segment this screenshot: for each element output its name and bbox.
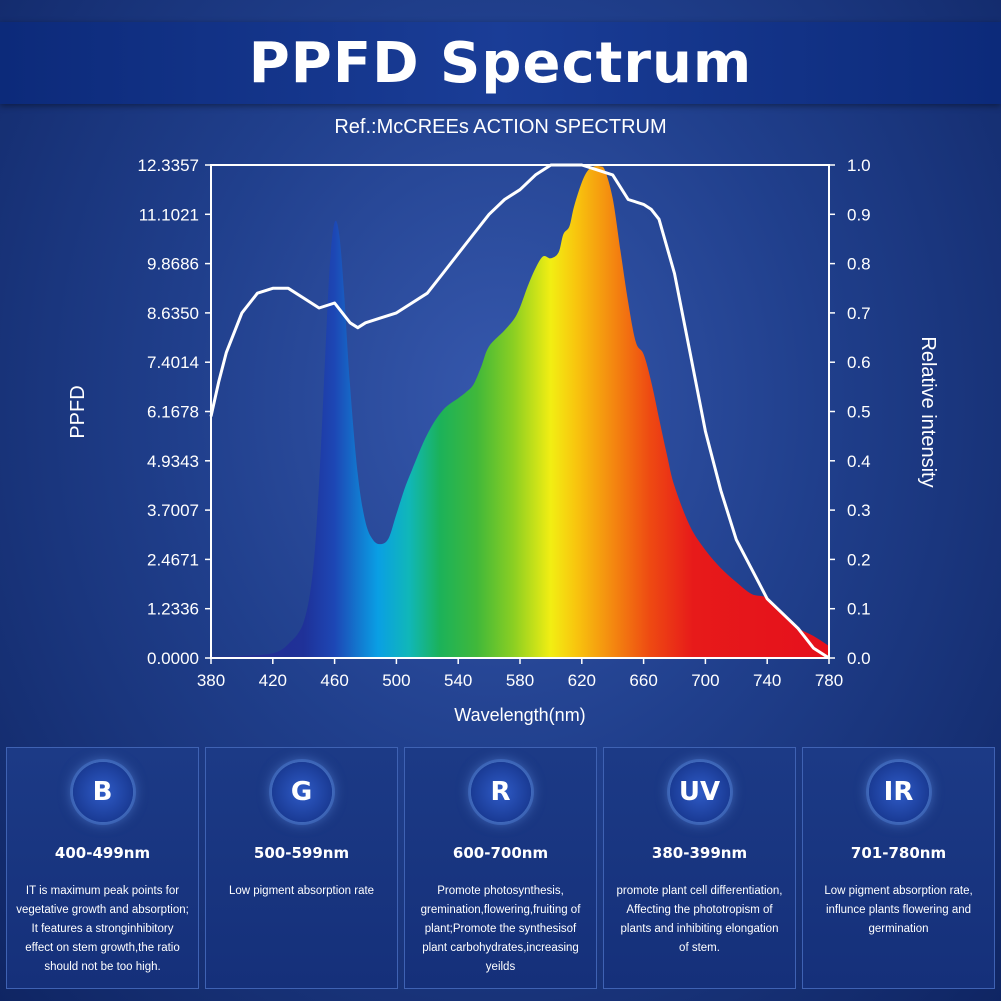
description-line: plant;Promote the synthesisof <box>424 923 577 935</box>
band-description: IT is maximum peak points for vegetative… <box>13 882 192 977</box>
y-tick-label: 1.2336 <box>147 600 199 619</box>
y-axis-ticks: 0.0000 1.2336 2.4671 3.7007 4.9343 6.1678 7.40… <box>138 156 211 668</box>
band-range: 701-780nm <box>850 844 947 862</box>
y-tick-label: 7.4014 <box>147 353 199 372</box>
x-axis-ticks: 380 420 460 500 540 580 620 660 700 740 780 <box>197 658 843 690</box>
band-panel-ir: IR 701-780nm Low pigment absorption rate… <box>802 747 995 989</box>
description-line: It features a stronginhibitory <box>31 923 174 935</box>
y2-tick-label: 0.7 <box>847 304 871 323</box>
y-tick-label: 8.6350 <box>147 304 199 323</box>
ppfd-spectrum-area <box>211 165 829 658</box>
band-panel-uv: UV 380-399nm promote plant cell differen… <box>603 747 796 989</box>
relative-intensity-line <box>209 163 830 660</box>
description-line: influnce plants flowering and <box>825 904 972 916</box>
x-tick-label: 460 <box>320 671 348 690</box>
relative-intensity-layer <box>209 163 830 660</box>
band-panels: B 400-499nm IT is maximum peak points fo… <box>6 747 995 989</box>
band-range: 380-399nm <box>651 844 748 862</box>
x-tick-label: 540 <box>444 671 472 690</box>
badge-uv: UV <box>669 762 730 822</box>
x-axis-label: Wavelength(nm) <box>454 705 585 725</box>
y-tick-label: 11.1021 <box>139 205 199 224</box>
description-line: Low pigment absorption rate <box>228 885 375 897</box>
badge-blue: B <box>72 762 133 822</box>
x-tick-label: 420 <box>259 671 287 690</box>
y2-tick-label: 0.8 <box>847 255 871 274</box>
title-banner <box>0 22 1001 104</box>
band-description: promote plant cell differentiation, Affe… <box>610 882 789 958</box>
description-line: promote plant cell differentiation, <box>616 885 783 897</box>
x-tick-label: 620 <box>568 671 596 690</box>
y-tick-label: 9.8686 <box>147 255 199 274</box>
description-line: should not be too high. <box>44 961 161 973</box>
y-axis-label: PPFD <box>67 385 89 438</box>
band-range: 400-499nm <box>54 844 151 862</box>
description-line: Low pigment absorption rate, <box>824 885 973 897</box>
band-panel-red: R 600-700nm Promote photosynthesis, grem… <box>404 747 597 989</box>
y2-tick-label: 0.5 <box>847 403 871 422</box>
badge-ir: IR <box>868 762 929 822</box>
band-panel-blue: B 400-499nm IT is maximum peak points fo… <box>6 747 199 989</box>
description-line: effect on stem growth,the ratio <box>25 942 180 954</box>
band-description: Low pigment absorption rate, influnce pl… <box>809 882 988 939</box>
x-tick-label: 380 <box>197 671 225 690</box>
y2-axis-label: Relative intensity <box>917 336 939 487</box>
page-title: PPFD Spectrum <box>248 31 753 96</box>
description-line: yeilds <box>485 961 516 973</box>
y2-axis-ticks: 0.0 0.1 0.2 0.3 0.4 0.5 0.6 0.7 0.8 0.9 1.0 <box>829 156 871 668</box>
band-range: 600-700nm <box>452 844 549 862</box>
description-line: Affecting the phototropism of <box>626 904 773 916</box>
y-tick-label: 0.0000 <box>147 649 199 668</box>
badge-red: R <box>470 762 531 822</box>
y-tick-label: 4.9343 <box>147 452 199 471</box>
y2-tick-label: 0.0 <box>847 649 871 668</box>
x-tick-label: 780 <box>815 671 843 690</box>
description-line: germination <box>868 923 929 935</box>
description-line: gremination,flowering,fruiting of <box>420 904 581 916</box>
x-tick-label: 660 <box>629 671 657 690</box>
y-tick-label: 3.7007 <box>147 501 199 520</box>
description-line: plants and inhibiting elongation <box>620 923 779 935</box>
badge-green: G <box>271 762 332 822</box>
description-line: vegetative growth and absorption; <box>16 904 189 916</box>
y2-tick-label: 0.3 <box>847 501 871 520</box>
y2-tick-label: 0.2 <box>847 550 871 569</box>
x-tick-label: 740 <box>753 671 781 690</box>
y2-tick-label: 0.9 <box>847 205 871 224</box>
y2-tick-label: 1.0 <box>847 156 871 175</box>
y-tick-label: 2.4671 <box>147 550 199 569</box>
x-tick-label: 700 <box>691 671 719 690</box>
y2-tick-label: 0.1 <box>847 600 871 619</box>
band-range: 500-599nm <box>253 844 350 862</box>
description-line: plant carbohydrates,increasing <box>422 942 579 954</box>
y2-tick-label: 0.4 <box>847 452 871 471</box>
chart-subtitle: Ref.:McCREEs ACTION SPECTRUM <box>334 116 667 138</box>
description-line: of stem. <box>679 942 720 954</box>
description-line: Promote photosynthesis, <box>437 885 564 897</box>
ppfd-area-layer <box>211 165 829 658</box>
y-tick-label: 12.3357 <box>138 156 199 175</box>
band-panel-green: G 500-599nm Low pigment absorption rate <box>205 747 398 989</box>
y-tick-label: 6.1678 <box>147 403 199 422</box>
spectrum-chart: 0.0000 1.2336 2.4671 3.7007 4.9343 6.1678 7.40… <box>67 156 939 725</box>
x-tick-label: 580 <box>506 671 534 690</box>
x-tick-label: 500 <box>382 671 410 690</box>
y2-tick-label: 0.6 <box>847 353 871 372</box>
band-description: Promote photosynthesis, gremination,flow… <box>411 882 590 977</box>
band-description: Low pigment absorption rate <box>212 882 391 901</box>
description-line: IT is maximum peak points for <box>25 885 180 897</box>
